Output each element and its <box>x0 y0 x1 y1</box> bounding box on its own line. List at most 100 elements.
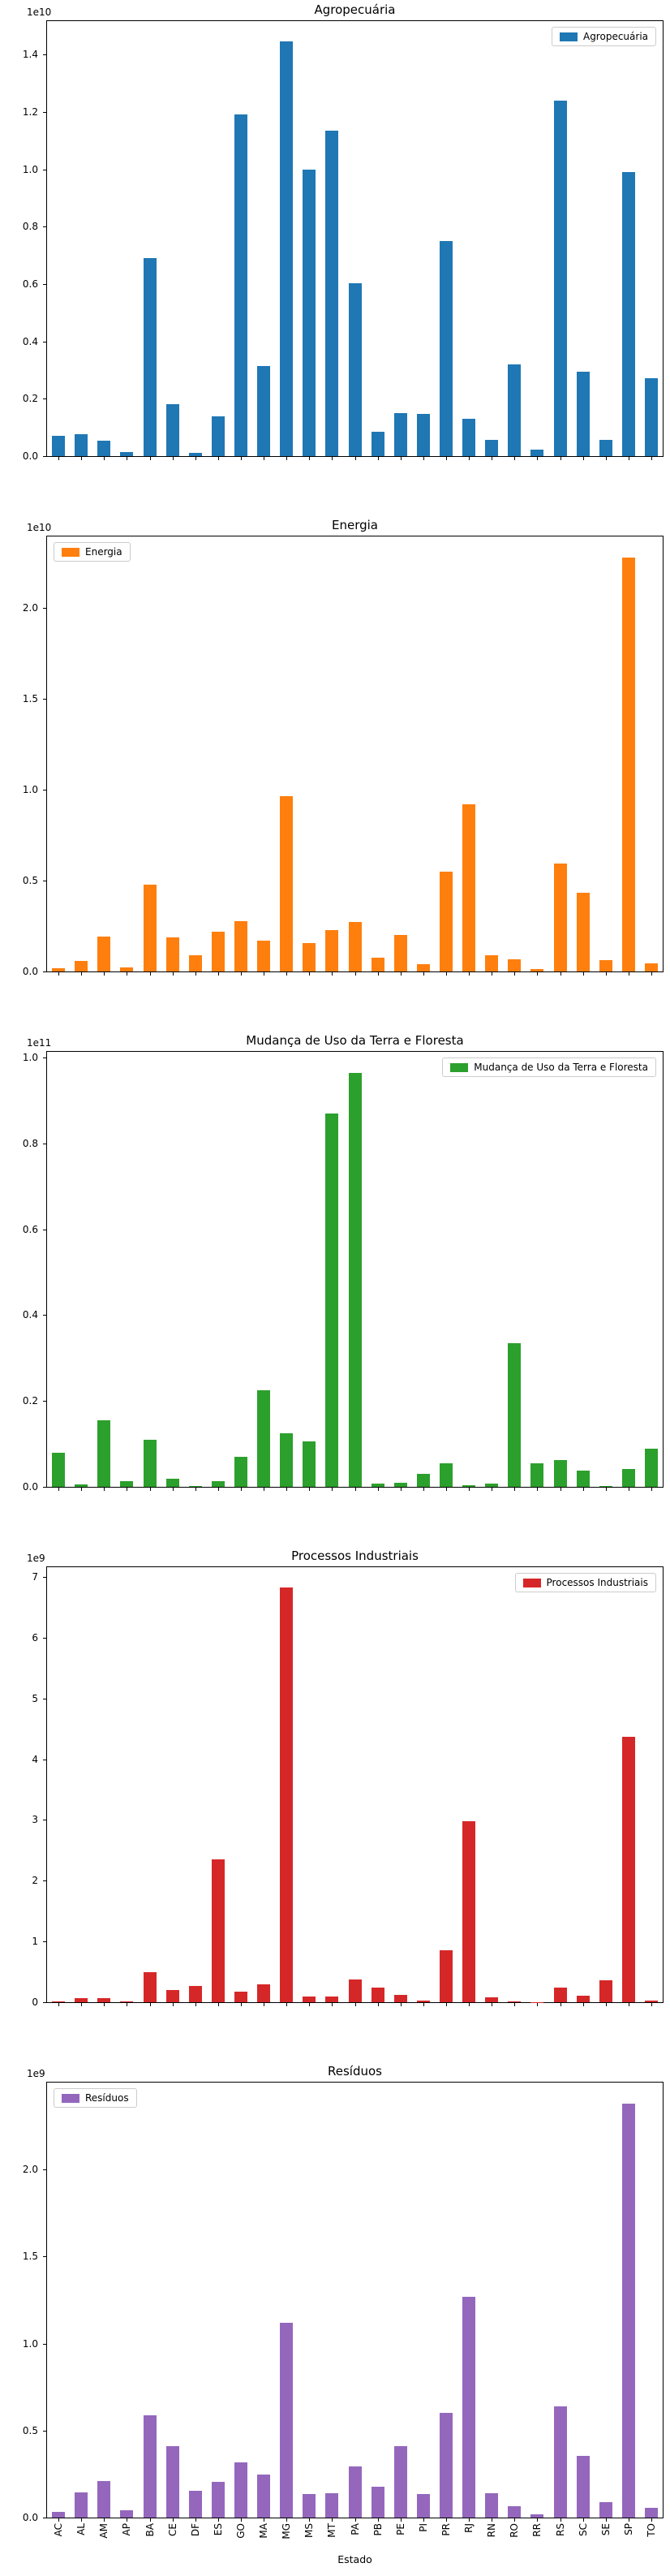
bar <box>143 884 157 971</box>
legend-swatch <box>62 2093 79 2103</box>
y-tick-label: 6 <box>32 1631 38 1643</box>
bar <box>280 1432 294 1487</box>
x-tick-mark <box>423 972 424 976</box>
bar <box>553 1988 567 2002</box>
bar <box>393 1483 407 1487</box>
bar <box>371 957 384 971</box>
x-tick-mark <box>400 972 402 976</box>
x-tick-mark <box>514 457 516 460</box>
chart-title: Resíduos <box>328 2064 382 2078</box>
bar <box>439 1950 453 2002</box>
y-tick-label: 0.4 <box>22 1309 38 1321</box>
bar <box>393 412 407 456</box>
bar <box>621 1736 635 2002</box>
bar <box>644 963 658 971</box>
x-tick-mark <box>149 457 151 460</box>
bar <box>234 1992 247 2002</box>
bar <box>508 364 522 456</box>
x-tick-mark <box>445 972 447 976</box>
x-tick-mark <box>309 972 311 976</box>
legend-label: Energia <box>85 546 122 558</box>
x-tick-mark <box>172 2518 174 2522</box>
x-tick-label: CE <box>166 2523 178 2536</box>
y-tick-mark <box>43 1576 46 1578</box>
x-tick-mark <box>286 2518 288 2522</box>
chart-energia: Energia 1e10 Energia 0.0 0.5 1.0 1.5 2.0 <box>0 515 670 1031</box>
bar <box>97 2480 111 2518</box>
bar <box>211 2482 225 2518</box>
bar <box>211 416 225 456</box>
bar <box>280 41 294 456</box>
bar <box>303 1996 316 2002</box>
y-tick-label: 0.8 <box>22 221 38 233</box>
legend-swatch <box>62 547 79 557</box>
y-tick-label: 2 <box>32 1875 38 1887</box>
bar <box>348 1979 362 2002</box>
x-tick-mark <box>172 2003 174 2006</box>
x-tick-label: AM <box>98 2523 110 2539</box>
y-axis-offset-label: 1e11 <box>27 1037 52 1049</box>
x-tick-mark <box>286 457 288 460</box>
bar <box>325 1113 339 1487</box>
x-tick-mark <box>149 1488 151 1491</box>
bar <box>599 1485 612 1487</box>
plot-area <box>46 2082 664 2518</box>
bar <box>416 1474 430 1487</box>
bar <box>52 967 66 971</box>
x-tick-label: PA <box>349 2523 361 2535</box>
legend-swatch <box>522 1578 541 1587</box>
y-tick-label: 0.2 <box>22 1395 38 1407</box>
x-tick-mark <box>309 457 311 460</box>
x-tick-mark <box>537 972 539 976</box>
x-tick-label: RO <box>509 2523 521 2538</box>
y-tick-label: 5 <box>32 1692 38 1704</box>
plot-area <box>46 1051 664 1488</box>
x-tick-mark <box>104 2518 105 2522</box>
x-tick-mark <box>104 2003 105 2006</box>
x-tick-label: MG <box>281 2523 293 2539</box>
bar <box>188 1985 202 2002</box>
x-tick-mark <box>58 972 60 976</box>
bar <box>75 961 88 971</box>
bar <box>325 2492 339 2518</box>
x-tick-mark <box>560 457 561 460</box>
x-tick-label: RJ <box>463 2523 475 2533</box>
bar <box>188 453 202 456</box>
x-tick-mark <box>58 2518 60 2522</box>
x-tick-mark <box>423 1488 424 1491</box>
x-tick-mark <box>514 2518 516 2522</box>
x-tick-mark <box>560 2518 561 2522</box>
x-tick-label: AL <box>75 2523 88 2535</box>
bar <box>439 241 453 456</box>
x-tick-label: PR <box>440 2523 452 2536</box>
y-tick-label: 0.6 <box>22 278 38 290</box>
x-tick-label: MA <box>258 2523 270 2539</box>
y-tick-label: 0.0 <box>22 2512 38 2523</box>
y-tick-mark <box>43 2256 46 2258</box>
bar <box>120 451 134 456</box>
x-tick-mark <box>104 1488 105 1491</box>
legend: Resíduos <box>54 2088 137 2108</box>
x-tick-mark <box>445 457 447 460</box>
chart-title: Energia <box>332 518 378 532</box>
bar <box>120 967 134 971</box>
bar <box>257 1389 271 1487</box>
bar <box>280 1587 294 2002</box>
bar <box>530 450 544 456</box>
x-tick-mark <box>423 457 424 460</box>
bar <box>97 440 111 456</box>
x-tick-mark <box>217 2003 219 2006</box>
bar <box>143 258 157 456</box>
x-tick-mark <box>582 2003 584 2006</box>
y-tick-label: 0.2 <box>22 393 38 405</box>
bar <box>120 1481 134 1487</box>
x-tick-label: RR <box>531 2523 543 2537</box>
bar <box>120 2001 134 2002</box>
x-tick-mark <box>104 457 105 460</box>
chart-residuos: Resíduos 1e9 Resíduos Estado 0.0 0.5 1.0 1.… <box>0 2061 670 2576</box>
legend-label: Mudança de Uso da Terra e Floresta <box>474 1062 648 1073</box>
x-tick-mark <box>309 1488 311 1491</box>
legend: Energia <box>54 542 131 562</box>
legend-label: Agropecuária <box>582 31 648 42</box>
y-tick-label: 0.4 <box>22 335 38 347</box>
